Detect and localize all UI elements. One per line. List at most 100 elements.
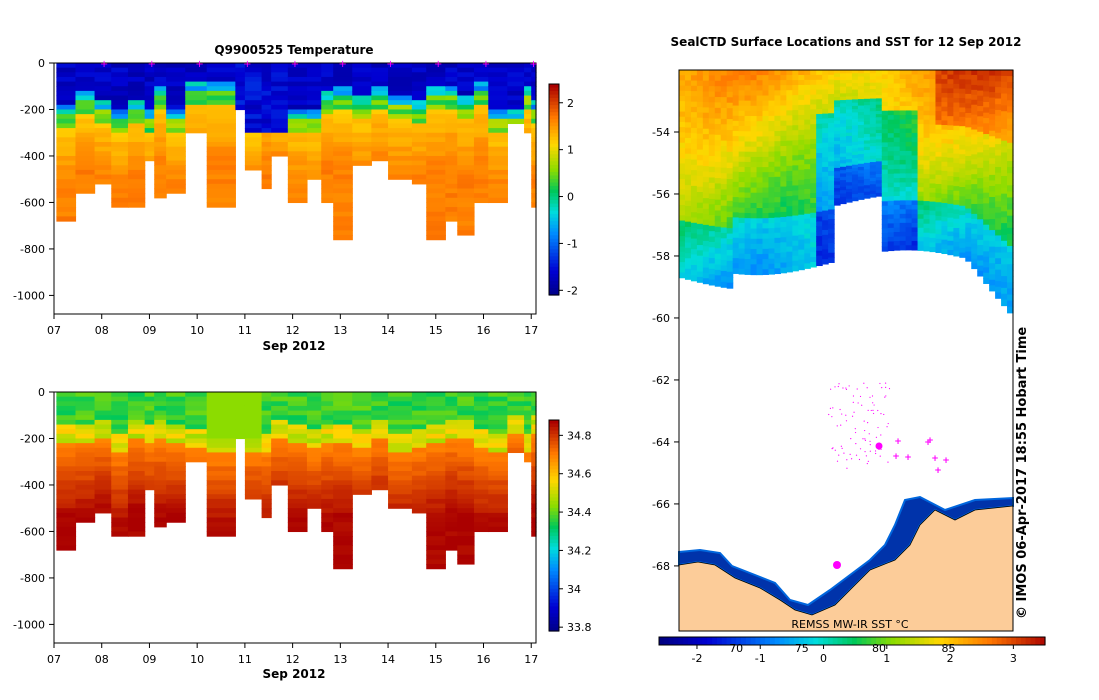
sst-cell [708, 258, 716, 265]
sst-cell [899, 105, 907, 112]
sst-cell [846, 86, 853, 91]
temp-cell [531, 165, 537, 171]
sst-cell [774, 141, 781, 147]
sal-cell [457, 517, 475, 523]
sst-cell [762, 100, 770, 107]
sst-cell [875, 133, 883, 137]
temp-cell [445, 86, 458, 92]
sst-cell [792, 265, 799, 272]
temp-cell [154, 169, 167, 176]
sst-cell [762, 182, 770, 189]
sst-cell [828, 204, 835, 211]
sst-cell [840, 160, 847, 165]
sst-cell [911, 195, 919, 202]
sst-cell [780, 161, 787, 167]
sst-cell [905, 227, 913, 233]
sst-cell [977, 208, 984, 215]
sst-cell [744, 233, 752, 240]
sst-colorbar-segment [924, 637, 930, 645]
sst-cell [834, 130, 841, 135]
temp-cell [127, 155, 146, 162]
sal-cell [388, 484, 413, 491]
sst-cell [869, 152, 877, 157]
sal-cell [426, 526, 446, 533]
lat-tick-label: -58 [652, 250, 670, 263]
sst-cell [679, 85, 686, 92]
sst-cell [846, 172, 853, 177]
temp-cell [524, 86, 532, 92]
sst-cell [786, 231, 793, 238]
sst-colorbar-segment [687, 637, 694, 645]
sal-cell [473, 396, 489, 402]
x-tick-label: 16 [477, 324, 491, 337]
sst-cell [738, 146, 746, 153]
temp-cell [206, 118, 236, 125]
sst-cell [792, 255, 799, 262]
sst-colorbar-segment [861, 637, 868, 645]
colorbar-segment [549, 221, 559, 226]
sal-cell [206, 447, 236, 454]
colorbar-segment [549, 245, 559, 250]
sal-cell [473, 443, 489, 449]
sal-cell [352, 424, 372, 430]
temp-cell [206, 179, 236, 185]
sst-cell [965, 165, 972, 171]
ctd-location-dot [840, 424, 842, 426]
sal-cell [507, 447, 525, 454]
sst-cell [702, 155, 710, 162]
sst-cell [762, 233, 770, 240]
colorbar-segment [549, 228, 559, 233]
longitude-tick-label: 80 [872, 642, 886, 655]
sst-cell [840, 80, 847, 84]
sst-cell [732, 90, 740, 97]
sst-cell [786, 85, 793, 91]
sst-cell [708, 274, 716, 281]
salinity-x-label: Sep 2012 [263, 667, 326, 681]
sst-cell [798, 234, 805, 241]
temp-cell [457, 211, 475, 217]
sal-cell [271, 401, 289, 407]
sst-cell [792, 90, 799, 96]
sal-cell [411, 415, 427, 421]
temp-cell [333, 197, 353, 204]
sal-cell [321, 480, 334, 486]
sst-cell [929, 160, 937, 166]
sst-cell [679, 236, 686, 242]
sst-cell [750, 136, 758, 143]
sst-cell [738, 202, 746, 209]
sal-cell [287, 461, 308, 467]
x-tick-label: 09 [142, 653, 156, 666]
sst-cell [881, 110, 889, 116]
sal-cell [206, 461, 236, 467]
temp-cell [261, 114, 272, 120]
temp-cell [306, 86, 322, 92]
sst-cell [905, 146, 913, 152]
sst-cell [959, 130, 966, 137]
sst-cell [869, 76, 877, 81]
sal-cell [445, 433, 458, 440]
sal-cell [206, 471, 236, 477]
sst-cell [846, 169, 853, 173]
temp-cell [352, 104, 372, 111]
sal-cell [206, 438, 236, 444]
sst-cell [732, 227, 740, 234]
sst-cell [947, 139, 954, 145]
sal-cell [507, 415, 525, 421]
sal-cell [306, 443, 322, 449]
y-tick-label: -200 [20, 103, 45, 116]
sst-cell [679, 121, 686, 128]
sal-cell [488, 471, 508, 477]
sst-colorbar-segment [813, 637, 819, 645]
x-tick-label: 17 [524, 324, 538, 337]
temp-cell [94, 137, 112, 143]
sst-cell [834, 103, 841, 108]
sst-cell [869, 70, 877, 74]
sal-cell [154, 461, 167, 467]
temp-cell [445, 151, 458, 157]
sst-cell [1007, 173, 1014, 180]
temp-cell [111, 128, 129, 134]
sal-cell [206, 475, 236, 481]
sst-cell [917, 245, 925, 251]
temp-cell [411, 95, 427, 101]
